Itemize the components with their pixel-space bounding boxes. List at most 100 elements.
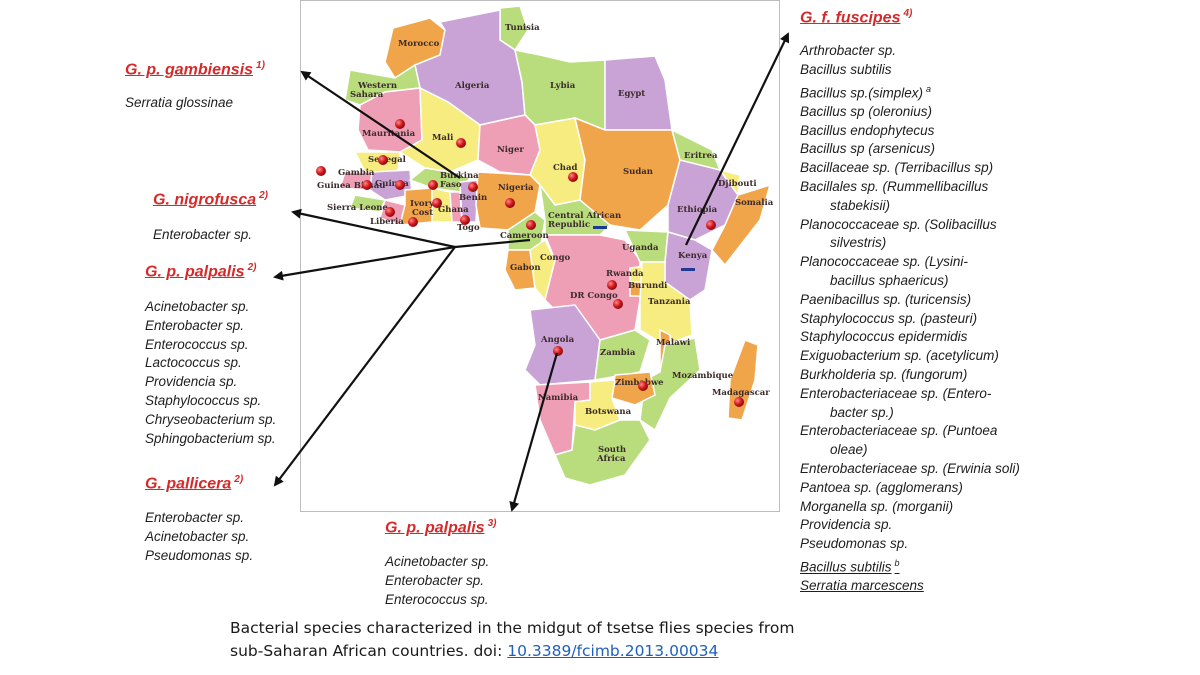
bacteria-item: Enterobacter sp. <box>385 572 485 588</box>
bacteria-item: Morganella sp. (morganii) <box>800 498 954 514</box>
bacteria-item: Enterobacteriaceae sp. (Entero- <box>800 385 992 401</box>
bacteria-item: Bacillales sp. (Rummellibacillus <box>800 179 989 195</box>
label-mauritania: Mauritania <box>362 129 416 139</box>
list-g-p-palpalis-3: Acinetobacter sp. Enterobacter sp. Enter… <box>385 553 489 609</box>
marker-dot <box>613 299 623 309</box>
country-somalia <box>711 183 772 267</box>
arrow-gambiensis <box>300 70 461 179</box>
label-somalia: Somalia <box>735 198 774 208</box>
marker-dot <box>505 198 515 208</box>
bacteria-item: bacillus sphaericus) <box>830 273 949 289</box>
marker-dot <box>638 381 648 391</box>
title-g-p-palpalis-3: G. p. palpalis 3) <box>385 518 496 537</box>
bacteria-item: Enterobacter sp. <box>145 510 245 525</box>
label-ghana: Ghana <box>438 205 469 215</box>
doi-link[interactable]: 10.3389/fcimb.2013.00034 <box>507 642 719 660</box>
marker-bar <box>681 268 695 271</box>
label-guinea: Guinea <box>375 179 409 189</box>
title-g-p-palpalis-2: G. p. palpalis 2) <box>145 262 256 281</box>
label-south-africa: South <box>598 445 626 455</box>
bacteria-item: Enterococcus sp. <box>385 591 489 607</box>
bacteria-item: Enterobacteriaceae sp. (Puntoea <box>800 423 998 439</box>
label-central-african-republic-2: Republic <box>548 220 590 230</box>
marker-dot <box>568 172 578 182</box>
label-tunisia: Tunisia <box>505 23 540 33</box>
label-egypt: Egypt <box>618 89 645 99</box>
arrows <box>273 32 790 512</box>
footnote-marker: a <box>926 83 932 94</box>
bacteria-item: Arthrobacter sp. <box>800 43 897 58</box>
list-g-f-fuscipes: Arthrobacter sp. Bacillus subtilis Bacil… <box>800 42 1020 596</box>
bacteria-item: Staphylococcus epidermidis <box>800 329 968 345</box>
marker-dot <box>378 155 388 165</box>
label-ivory-cost: Ivory <box>410 199 435 209</box>
country-tanzania <box>639 261 693 346</box>
label-tanzania: Tanzania <box>648 297 691 307</box>
bacteria-item: silvestris) <box>830 235 887 251</box>
label-burkina-faso: Burkina <box>440 171 479 181</box>
list-g-nigrofusca: Enterobacter sp. <box>153 226 252 245</box>
bacteria-item: Bacillus sp (arsenicus) <box>800 141 936 157</box>
country-sierra-leone <box>348 194 387 213</box>
marker-bar <box>593 226 607 229</box>
bacteria-item: Enterobacter sp. <box>145 317 245 333</box>
bacteria-item: stabekisii) <box>830 197 891 213</box>
bacteria-item: Enterobacteriaceae sp. (Erwinia soli) <box>800 461 1020 477</box>
species-name: G. pallicera <box>145 475 232 493</box>
bacteria-name: Bacillus subtilis <box>800 559 892 575</box>
country-zambia <box>594 329 651 381</box>
bacteria-item: Bacillus endophytecus <box>800 122 935 138</box>
caption-prefix: sub-Saharan African countries. doi: <box>230 642 508 660</box>
reference-number: 1) <box>256 60 265 71</box>
marker-dot <box>706 220 716 230</box>
label-sudan: Sudan <box>623 167 653 177</box>
title-g-p-gambiensis: G. p. gambiensis 1) <box>125 60 265 79</box>
country-mozambique <box>639 337 701 432</box>
country-egypt <box>604 55 673 131</box>
label-namibia: Namibia <box>538 393 579 403</box>
arrow-source-cameroon <box>454 238 531 249</box>
reference-number: 2) <box>234 474 244 485</box>
figure-caption: Bacterial species characterized in the m… <box>230 617 794 663</box>
marker-dot <box>395 119 405 129</box>
bacteria-item: Bacillus sp (oleronius) <box>800 103 933 119</box>
reference-number: 4) <box>903 8 913 19</box>
bacteria-item: Bacillaceae sp. (Terribacillus sp) <box>800 160 994 176</box>
bacteria-item: bacter sp.) <box>830 404 894 420</box>
label-malawi: Malawi <box>656 338 691 348</box>
marker-dot <box>526 220 536 230</box>
country-djibouti <box>718 168 741 198</box>
species-name: G. nigrofusca <box>153 191 257 209</box>
label-botswana: Botswana <box>585 407 632 417</box>
label-ivory-cost-2: Cost <box>412 208 433 218</box>
bacteria-item: Bacillus sp.(simplex) a <box>800 80 1020 103</box>
title-g-pallicera: G. pallicera 2) <box>145 474 243 493</box>
reference-number: 2) <box>247 262 257 273</box>
bacteria-item: oleae) <box>830 442 868 458</box>
marker-dot <box>734 397 744 407</box>
label-mali: Mali <box>432 133 454 143</box>
bacteria-item: Staphylococcus sp. <box>145 392 262 408</box>
bacteria-item: Acinetobacter sp. <box>145 528 250 544</box>
footnote-marker: b <box>894 558 900 569</box>
label-nigeria: Nigeria <box>498 183 534 193</box>
bacteria-item: Burkholderia sp. (fungorum) <box>800 367 968 383</box>
marker-dot <box>316 166 326 176</box>
species-name: G. p. gambiensis <box>125 61 254 79</box>
species-name: G. p. palpalis <box>385 519 485 537</box>
label-kenya: Kenya <box>678 251 708 261</box>
label-niger: Niger <box>497 145 524 155</box>
bacteria-item: Acinetobacter sp. <box>145 299 250 314</box>
bacteria-item: Pantoea sp. (agglomerans) <box>800 479 963 495</box>
bacteria-item: Planococcaceae sp. (Lysini- <box>800 254 968 270</box>
arrow-pallicera <box>273 246 456 487</box>
label-cameroon: Cameroon <box>500 231 549 241</box>
bacteria-item: Acinetobacter sp. <box>385 554 490 569</box>
label-western-sahara-2: Sahara <box>350 90 384 100</box>
bacteria-item: Lactococcus sp. <box>145 355 242 371</box>
label-gambia: Gambia <box>338 168 375 178</box>
title-g-f-fuscipes: G. f. fuscipes 4) <box>800 8 912 27</box>
country-central-african-republic <box>539 184 612 236</box>
label-western-sahara: Western <box>357 81 397 91</box>
